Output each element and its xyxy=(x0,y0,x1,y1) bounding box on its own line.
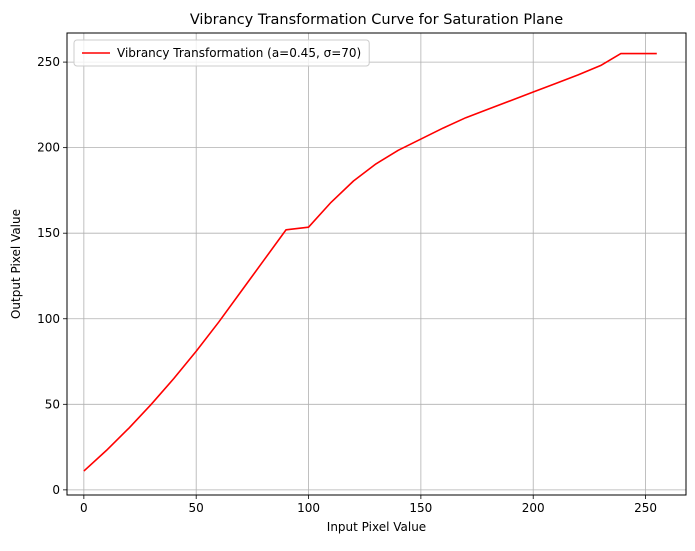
y-tick-label: 250 xyxy=(37,55,60,69)
chart-title: Vibrancy Transformation Curve for Satura… xyxy=(190,12,563,28)
y-tick-label: 0 xyxy=(52,483,60,497)
series-layer xyxy=(83,52,657,472)
y-tick-label: 50 xyxy=(45,397,60,411)
x-tick-label: 100 xyxy=(297,501,320,515)
y-tick-label: 100 xyxy=(37,312,60,326)
x-tick-label: 250 xyxy=(634,501,657,515)
x-tick-label: 50 xyxy=(189,501,204,515)
x-tick-label: 150 xyxy=(409,501,432,515)
legend: Vibrancy Transformation (a=0.45, σ=70) xyxy=(73,39,370,67)
legend-label: Vibrancy Transformation (a=0.45, σ=70) xyxy=(117,46,361,60)
series-line xyxy=(83,52,657,472)
x-tick-label: 0 xyxy=(80,501,88,515)
x-tick-label: 200 xyxy=(522,501,545,515)
x-axis-label: Input Pixel Value xyxy=(327,520,426,534)
plot-frame xyxy=(66,32,687,496)
y-tick-label: 200 xyxy=(37,141,60,155)
ticks: 0 50 100 150 200 250 0 50 100 150 200 250 xyxy=(37,55,657,515)
y-axis-label: Output Pixel Value xyxy=(9,209,23,319)
legend-box xyxy=(73,39,370,67)
y-tick-label: 150 xyxy=(37,226,60,240)
